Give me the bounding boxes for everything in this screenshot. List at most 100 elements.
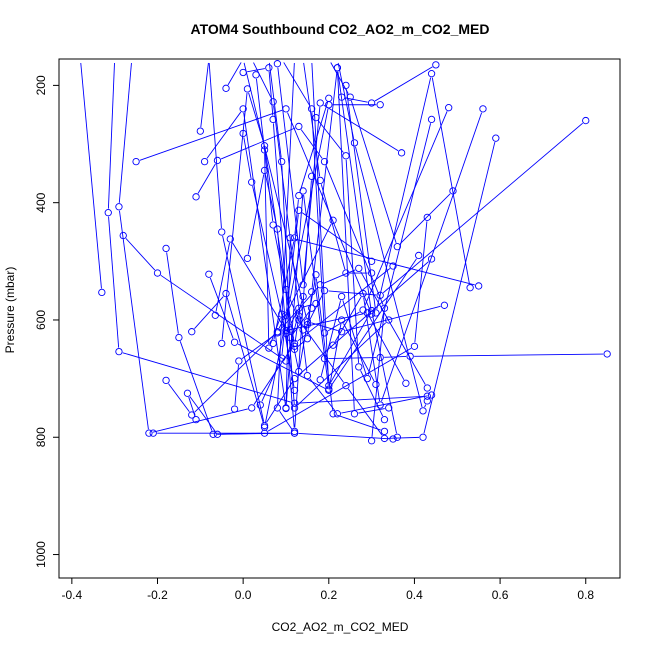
data-point bbox=[376, 353, 384, 362]
data-point bbox=[278, 310, 286, 318]
series-segment bbox=[376, 77, 432, 310]
profile-series bbox=[80, 62, 106, 297]
data-point bbox=[350, 410, 359, 418]
data-point bbox=[256, 401, 264, 409]
data-point bbox=[230, 405, 239, 413]
data-point bbox=[282, 404, 290, 412]
data-point bbox=[260, 429, 269, 437]
series-segment bbox=[320, 300, 342, 377]
x-axis: -0.4 -0.2 0.0 0.2 0.4 0.6 0.8 bbox=[62, 578, 594, 602]
data-point bbox=[372, 380, 380, 389]
series-segment bbox=[424, 404, 427, 408]
data-point bbox=[308, 172, 316, 180]
series-segment bbox=[273, 241, 295, 340]
profile-series bbox=[311, 62, 401, 441]
data-point bbox=[325, 94, 333, 102]
series-segment bbox=[294, 199, 299, 234]
data-point bbox=[316, 176, 324, 185]
series-segment bbox=[371, 314, 397, 434]
data-point bbox=[104, 208, 112, 217]
series-segment bbox=[281, 165, 291, 334]
data-point bbox=[175, 333, 183, 342]
data-point bbox=[286, 326, 294, 334]
data-point bbox=[269, 98, 277, 106]
data-point bbox=[402, 379, 410, 387]
series-segment bbox=[283, 62, 310, 106]
profile-series bbox=[295, 134, 500, 443]
series-segment bbox=[168, 383, 190, 413]
series-segment bbox=[382, 122, 583, 294]
data-point bbox=[273, 60, 282, 68]
data-point bbox=[393, 243, 401, 251]
series-segment bbox=[298, 432, 390, 440]
data-point bbox=[329, 410, 337, 418]
data-point bbox=[213, 156, 222, 165]
plot-frame bbox=[58, 58, 621, 579]
data-point bbox=[320, 157, 329, 166]
data-point bbox=[466, 284, 474, 292]
data-point bbox=[192, 193, 200, 201]
data-point bbox=[380, 416, 389, 424]
data-point bbox=[320, 286, 329, 295]
data-point bbox=[410, 342, 419, 351]
series-segment bbox=[108, 216, 120, 348]
data-point bbox=[385, 404, 393, 412]
data-point bbox=[239, 68, 247, 77]
data-point bbox=[397, 149, 406, 157]
series-segment bbox=[80, 62, 102, 289]
data-point bbox=[376, 291, 384, 299]
data-point bbox=[372, 309, 380, 317]
x-tick-label: 0.6 bbox=[492, 588, 509, 602]
data-point bbox=[265, 344, 273, 352]
y-tick-label: 400 bbox=[34, 192, 48, 212]
data-point bbox=[290, 429, 299, 437]
data-point bbox=[239, 105, 247, 113]
data-point bbox=[389, 435, 397, 443]
data-point bbox=[376, 401, 384, 409]
data-point bbox=[196, 127, 204, 135]
data-point bbox=[260, 146, 269, 154]
data-point bbox=[265, 64, 273, 72]
data-point bbox=[149, 429, 157, 437]
series-segment bbox=[285, 194, 304, 404]
data-point bbox=[337, 93, 346, 101]
data-point bbox=[380, 434, 389, 443]
series-segment bbox=[107, 62, 115, 209]
data-point bbox=[98, 288, 106, 297]
series-segment bbox=[358, 408, 385, 414]
series-segment bbox=[342, 300, 367, 375]
data-point bbox=[145, 429, 153, 437]
series-layer bbox=[80, 60, 611, 445]
data-point bbox=[286, 333, 294, 342]
x-tick-label: 0.8 bbox=[577, 588, 594, 602]
data-point bbox=[248, 404, 256, 412]
data-point bbox=[445, 104, 453, 112]
series-segment bbox=[309, 378, 336, 411]
data-point bbox=[367, 437, 376, 445]
series-segment bbox=[290, 333, 299, 368]
data-point bbox=[290, 427, 299, 436]
series-segment bbox=[166, 252, 179, 334]
series-segment bbox=[220, 127, 296, 160]
data-point bbox=[367, 257, 376, 265]
x-axis-label: CO2_AO2_m_CO2_MED bbox=[272, 620, 409, 634]
series-segment bbox=[297, 340, 305, 348]
data-point bbox=[183, 389, 192, 397]
data-point bbox=[162, 244, 170, 253]
data-point bbox=[385, 316, 393, 324]
data-point bbox=[230, 338, 239, 346]
x-tick-label: 0.4 bbox=[406, 588, 423, 602]
series-segment bbox=[264, 153, 270, 345]
data-point bbox=[350, 139, 359, 147]
data-point bbox=[295, 316, 303, 324]
series-segment bbox=[328, 290, 377, 296]
data-point bbox=[248, 178, 256, 186]
data-point bbox=[427, 70, 436, 78]
data-point bbox=[205, 270, 213, 278]
profile-series bbox=[260, 146, 299, 394]
series-segment bbox=[188, 396, 196, 416]
series-segment bbox=[374, 66, 433, 102]
data-point bbox=[342, 269, 350, 277]
series-segment bbox=[323, 104, 399, 152]
series-segment bbox=[320, 184, 346, 270]
